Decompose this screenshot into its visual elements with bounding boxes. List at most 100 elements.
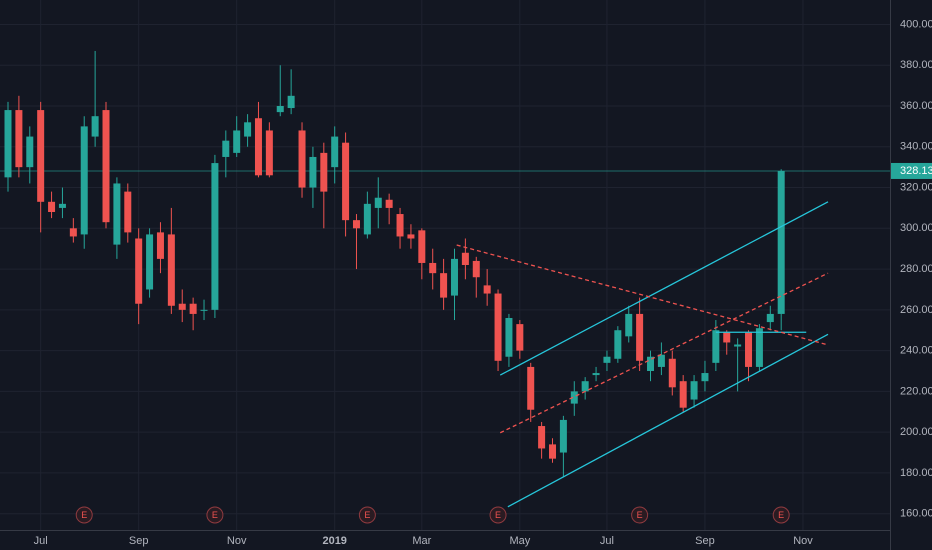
- candle-body: [505, 318, 513, 357]
- y-tick-label: 160.00: [900, 508, 932, 520]
- candle-body: [777, 170, 785, 314]
- x-tick-label: Nov: [793, 535, 813, 547]
- candle-body: [603, 356, 611, 363]
- candle-body: [189, 303, 197, 314]
- x-tick-label: Mar: [412, 535, 431, 547]
- event-marker: [358, 506, 376, 524]
- candle-body: [178, 303, 186, 310]
- candle-body: [320, 152, 328, 192]
- candle-body: [363, 203, 371, 235]
- event-label: E: [81, 510, 87, 520]
- y-tick-label: 240.00: [900, 345, 932, 357]
- candle-body: [146, 234, 154, 290]
- candle-body: [167, 234, 175, 306]
- candle-body: [15, 110, 23, 168]
- candle-body: [418, 230, 426, 263]
- candle-body: [102, 110, 110, 223]
- trend-line: [499, 201, 829, 376]
- candle-body: [581, 381, 589, 392]
- y-tick-label: 360.00: [900, 100, 932, 112]
- candle-body: [287, 95, 295, 109]
- candle-body: [712, 330, 720, 363]
- candle-body: [734, 344, 742, 347]
- candle-body: [156, 232, 164, 259]
- candle-body: [450, 258, 458, 296]
- candle-body: [657, 354, 665, 367]
- candle-body: [396, 214, 404, 237]
- x-tick-label: Jul: [34, 535, 48, 547]
- candle-body: [298, 130, 306, 188]
- y-tick-label: 260.00: [900, 304, 932, 316]
- candle-body: [407, 234, 415, 239]
- y-tick-label: 380.00: [900, 59, 932, 71]
- x-tick-label: May: [509, 535, 530, 547]
- candle-body: [265, 130, 273, 176]
- candle-body: [592, 373, 600, 376]
- candle-body: [4, 110, 12, 178]
- candle-body: [48, 201, 56, 212]
- event-label: E: [637, 510, 643, 520]
- event-marker: [206, 506, 224, 524]
- candle-body: [244, 122, 252, 137]
- trend-line: [456, 244, 829, 346]
- candle-body: [494, 293, 502, 361]
- candle-body: [342, 142, 350, 221]
- candle-body: [538, 426, 546, 449]
- candle-body: [26, 136, 34, 168]
- y-tick-label: 200.00: [900, 426, 932, 438]
- candle-body: [254, 118, 262, 176]
- candle-body: [222, 140, 230, 157]
- candle-body: [690, 381, 698, 400]
- candle-body: [636, 313, 644, 361]
- trend-line: [499, 272, 829, 434]
- event-label: E: [778, 510, 784, 520]
- candle-body: [91, 116, 99, 137]
- candle-body: [679, 381, 687, 408]
- x-tick-label: Jul: [600, 535, 614, 547]
- candle-body: [527, 366, 535, 410]
- last-price-box: [891, 162, 932, 179]
- event-marker: [489, 506, 507, 524]
- x-tick-label: Sep: [695, 535, 715, 547]
- candle-body: [37, 110, 45, 202]
- candle-body: [570, 391, 578, 404]
- trend-line: [507, 333, 829, 508]
- candle-body: [472, 260, 480, 278]
- candle-body: [614, 330, 622, 359]
- x-tick-label: 2019: [322, 535, 346, 547]
- event-label: E: [364, 510, 370, 520]
- y-tick-label: 400.00: [900, 18, 932, 30]
- candle-body: [135, 238, 143, 304]
- candle-body: [483, 285, 491, 294]
- candle-body: [211, 163, 219, 310]
- candle-body: [559, 419, 567, 453]
- candle-body: [309, 156, 317, 188]
- candle-body: [113, 183, 121, 245]
- event-label: E: [212, 510, 218, 520]
- candle-body: [745, 332, 753, 367]
- candle-body: [440, 273, 448, 298]
- candle-body: [124, 191, 132, 233]
- candle-body: [352, 220, 360, 229]
- candle-body: [276, 106, 284, 113]
- candle-body: [701, 373, 709, 382]
- y-tick-label: 180.00: [900, 467, 932, 479]
- candle-body: [668, 358, 676, 388]
- candle-body: [461, 252, 469, 265]
- candle-body: [723, 332, 731, 343]
- y-tick-label: 280.00: [900, 263, 932, 275]
- candle-body: [549, 444, 556, 459]
- candle-body: [647, 356, 655, 371]
- y-tick-label: 340.00: [900, 141, 932, 153]
- y-tick-label: 300.00: [900, 222, 932, 234]
- candle-body: [766, 313, 774, 323]
- candle-body: [58, 203, 66, 208]
- last-price-label: 328.13: [900, 165, 932, 177]
- candle-body: [200, 309, 208, 311]
- candle-body: [516, 324, 524, 351]
- candle-body: [385, 199, 393, 208]
- candle-body: [755, 328, 763, 367]
- event-label: E: [495, 510, 501, 520]
